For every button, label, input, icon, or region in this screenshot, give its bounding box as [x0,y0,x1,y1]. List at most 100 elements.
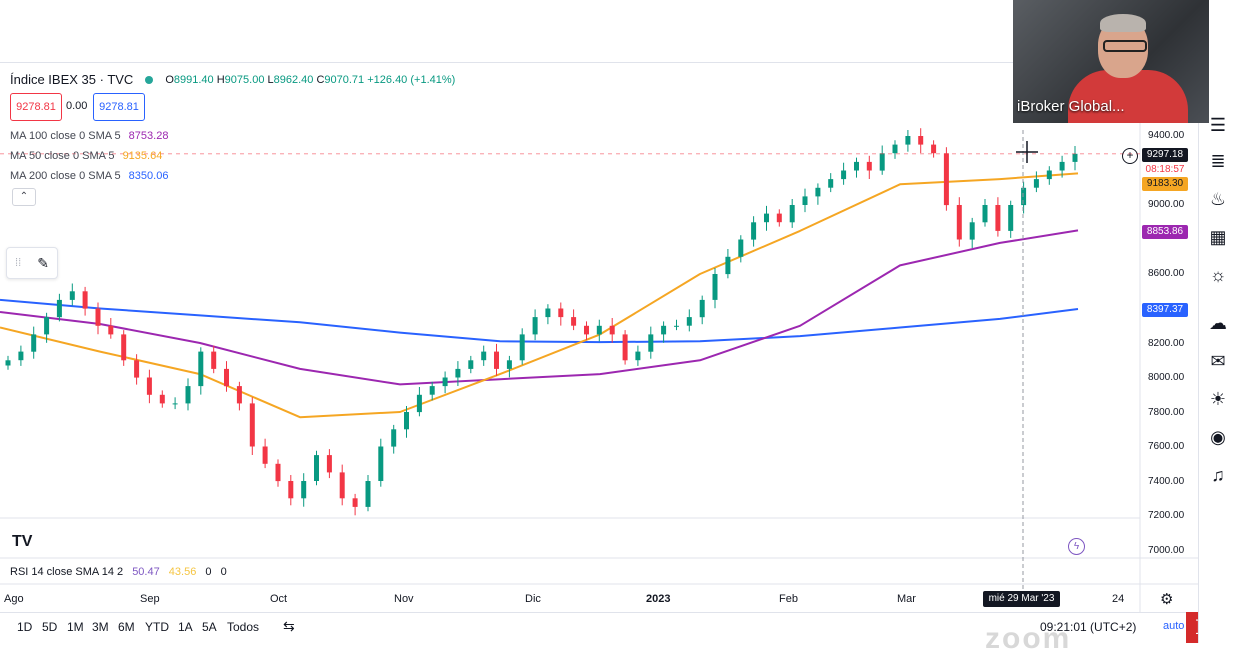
messages-icon[interactable]: ✉ [1210,350,1226,371]
candle-body [969,222,975,240]
candle-body [686,317,692,326]
countdown-tag: 08:18:57 [1142,163,1188,177]
brush-icon[interactable]: ✎ [37,254,49,271]
calendar-icon[interactable]: ▦ [1209,226,1227,247]
buy-button[interactable]: 9278.81 [93,93,145,121]
timeframe-5d[interactable]: 5D [42,620,58,634]
notification-bell-icon[interactable]: ♫ [1211,464,1225,485]
candle-body [95,308,101,326]
sell-button[interactable]: 9278.81 [10,93,62,121]
auto-scale-toggle[interactable]: auto [1163,620,1185,632]
y-tick: 8600.00 [1148,268,1185,279]
candle-body [31,334,37,352]
candle-body [712,274,718,300]
ideas-bulb-icon[interactable]: ☼ [1209,264,1227,285]
y-tick: 7600.00 [1148,441,1185,452]
drawing-toolbar[interactable]: ⁞⁞ ✎ [6,247,58,279]
ma-line [0,172,1079,419]
market-open-icon [145,75,154,84]
candle-body [391,429,397,447]
candle-body [339,472,345,499]
symbol-header: Índice IBEX 35 · TVC O8991.40 H9075.00 L… [10,72,455,87]
ma200-price-tag: 8397.37 [1142,303,1188,317]
candle-body [558,308,564,318]
broadcast-icon[interactable]: ◉ [1210,426,1226,447]
timeframe-5a[interactable]: 5A [202,620,217,634]
candle-body [699,299,705,318]
candle-body [1059,161,1065,171]
candle-body [648,334,654,352]
y-tick: 7800.00 [1148,407,1185,418]
watchlist-icon[interactable]: ☰ [1209,114,1227,135]
x-tick: 2023 [646,593,671,605]
candle-body [56,299,62,318]
indicator-ma100[interactable]: MA 100 close 0 SMA 5 8753.28 [10,130,169,142]
candle-body [609,325,615,335]
candle-body [468,360,474,369]
timeframe-todos[interactable]: Todos [227,620,260,634]
drag-handle-icon[interactable]: ⁞⁞ [15,257,22,269]
crosshair-date-label: mié 29 Mar '23 [983,591,1060,607]
hotlist-fire-icon[interactable]: ♨ [1209,188,1227,209]
candle-body [764,213,769,223]
timeframe-ytd[interactable]: YTD [145,620,169,634]
replay-icon[interactable]: ϟ [1068,538,1085,555]
symbol-title[interactable]: Índice IBEX 35 · TVC [10,72,134,87]
zoom-watermark: zoom [985,622,1072,655]
candle-body [224,368,229,387]
settings-icon[interactable]: ⚙ [1160,591,1174,608]
ma50-price-tag: 9183.30 [1142,177,1188,191]
candle-body [815,187,821,197]
timeframe-3m[interactable]: 3M [92,620,109,634]
indicator-ma200[interactable]: MA 200 close 0 SMA 5 8350.06 [10,170,169,182]
x-tick: Sep [140,593,160,605]
candle-body [211,351,217,369]
chat-bubble-icon[interactable]: ☁ [1209,312,1227,333]
candle-body [352,498,358,507]
candle-body [1033,179,1039,188]
candle-body [725,256,731,275]
candle-body [146,377,152,395]
candle-body [1046,170,1052,180]
alerts-list-icon[interactable]: ≣ [1210,150,1226,171]
candle-body [198,351,204,387]
candle-body [674,325,679,327]
add-alert-icon[interactable]: + [1122,148,1138,164]
candle-body [172,403,178,405]
indicator-ma50[interactable]: MA 50 close 0 SMA 5 9135.64 [10,150,163,162]
chart-overlay [0,130,1140,590]
date-range-icon[interactable]: ⇆ [283,618,295,634]
candle-body [481,351,487,361]
candle-body [661,325,667,335]
candle-body [622,334,628,361]
chart-grid [0,115,1198,612]
presenter-body [1068,70,1188,123]
chevron-up-icon: ⌃ [19,191,29,202]
candle-body [249,403,255,447]
right-sidebar [1198,62,1238,643]
x-tick: Ago [4,593,24,605]
x-tick: Oct [270,593,288,605]
streams-icon[interactable]: ☀ [1209,388,1227,409]
x-tick: Feb [779,593,798,605]
clock-display[interactable]: 09:21:01 (UTC+2) [1040,620,1137,634]
candle-body [866,161,872,171]
candle-body [1072,153,1078,162]
candle-body [584,325,589,335]
chart-canvas[interactable] [0,0,1198,643]
rsi-indicator[interactable]: RSI 14 close SMA 14 2 50.47 43.56 0 0 [10,566,227,578]
y-tick: 8200.00 [1148,338,1185,349]
candle-body [262,446,268,464]
candle-body [365,481,371,507]
candle-body [828,179,834,188]
collapse-indicators-button[interactable]: ⌃ [12,188,36,206]
candle-body [879,153,885,171]
timeframe-1d[interactable]: 1D [17,620,33,634]
timeframe-1a[interactable]: 1A [178,620,193,634]
candle-body [236,386,242,404]
candle-body [956,205,962,240]
timeframe-6m[interactable]: 6M [118,620,135,634]
candle-body [301,481,307,499]
timeframe-1m[interactable]: 1M [67,620,84,634]
candle-body [18,351,24,361]
